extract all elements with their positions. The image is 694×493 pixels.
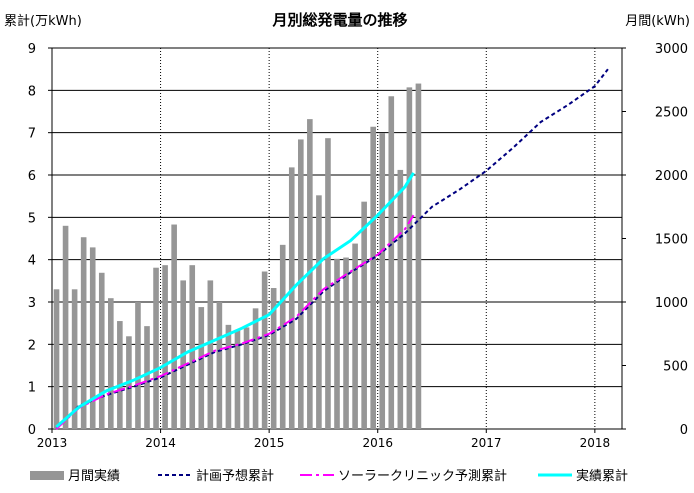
right-tick-label: 1000	[655, 296, 688, 311]
monthly-bar	[298, 139, 304, 429]
monthly-bar	[144, 326, 150, 429]
monthly-bar	[406, 87, 413, 430]
monthly-bar	[288, 167, 295, 429]
monthly-bar	[189, 265, 196, 429]
series-lines	[55, 68, 609, 430]
x-tick-label: 2018	[580, 436, 611, 450]
monthly-bar	[162, 265, 168, 429]
series-line-1	[55, 68, 609, 430]
monthly-bar	[117, 321, 123, 429]
monthly-bar	[198, 307, 205, 429]
monthly-bar	[62, 225, 69, 429]
right-tick-label: 500	[663, 360, 688, 375]
legend: 月間実績 計画予想累計 ソーラークリニック予測累計 実績累計	[30, 468, 628, 484]
chart-title: 月別総発電量の推移	[271, 11, 407, 29]
series-line-3	[55, 172, 415, 429]
x-tick-label: 2013	[37, 436, 68, 450]
right-tick-label: 2500	[655, 106, 688, 121]
monthly-bar	[352, 243, 358, 429]
left-tick-label: 8	[28, 84, 36, 99]
series-line-2	[55, 214, 415, 430]
legend-label: 計画予想累計	[196, 468, 274, 484]
monthly-bar	[243, 327, 250, 429]
monthly-bar	[135, 302, 141, 429]
monthly-bars	[53, 83, 422, 430]
monthly-bar	[279, 244, 286, 429]
monthly-bar	[415, 83, 422, 429]
left-tick-label: 5	[28, 211, 36, 226]
left-tick-label: 3	[28, 296, 36, 311]
left-tick-label: 9	[28, 42, 36, 57]
right-tick-label: 1500	[655, 233, 688, 248]
legend-label: 実績累計	[576, 468, 628, 484]
monthly-bar	[397, 169, 404, 430]
right-tick-label: 0	[680, 423, 688, 438]
monthly-bar	[343, 257, 349, 429]
x-tick-label: 2015	[254, 436, 285, 450]
monthly-bar	[307, 119, 313, 430]
monthly-bar	[334, 258, 340, 429]
monthly-bar	[153, 267, 159, 429]
monthly-bar	[379, 133, 386, 429]
monthly-bar	[270, 288, 277, 429]
monthly-bar	[53, 289, 60, 429]
monthly-bar	[108, 298, 114, 429]
legend-swatch	[30, 471, 64, 480]
left-tick-label: 1	[28, 381, 36, 396]
monthly-bar	[388, 96, 395, 429]
monthly-bar	[325, 138, 331, 430]
monthly-bar	[261, 271, 268, 429]
monthly-bar	[98, 272, 105, 429]
right-tick-label: 2000	[655, 169, 688, 184]
monthly-bar	[316, 195, 322, 429]
monthly-bar	[361, 201, 367, 429]
monthly-bar	[80, 237, 87, 429]
x-tick-label: 2016	[362, 436, 393, 450]
left-tick-label: 6	[28, 169, 36, 184]
monthly-bar	[171, 224, 177, 429]
x-tick-label: 2014	[145, 436, 176, 450]
monthly-bar	[216, 302, 223, 429]
left-tick-label: 4	[28, 254, 36, 269]
monthly-bar	[207, 280, 214, 429]
monthly-bar	[234, 329, 241, 429]
monthly-bar	[225, 324, 232, 429]
legend-label: ソーラークリニック予測累計	[338, 468, 507, 484]
x-tick-label: 2017	[471, 436, 502, 450]
monthly-bar	[370, 126, 376, 430]
left-tick-label: 7	[28, 127, 36, 142]
axes: 0 1 2 3 4 5 6 7 8 9 0 500 1000 1500 2000 2500 3000 2013 20…	[28, 42, 688, 450]
right-tick-label: 3000	[655, 42, 688, 57]
left-axis-label: 累計(万kWh)	[4, 13, 82, 29]
monthly-bar	[71, 289, 78, 429]
right-axis-label: 月間(kWh)	[625, 14, 690, 29]
legend-label: 月間実績	[68, 468, 120, 484]
monthly-bar	[89, 247, 96, 429]
monthly-bar	[252, 308, 259, 429]
left-tick-label: 0	[28, 423, 36, 438]
left-tick-label: 2	[28, 338, 36, 353]
